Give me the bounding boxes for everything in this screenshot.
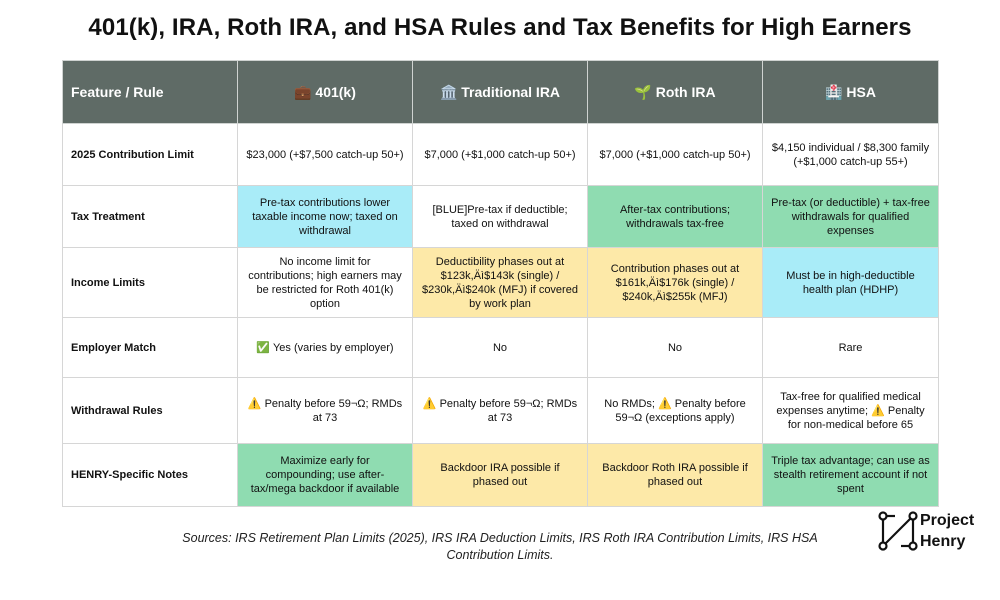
- table-cell: $7,000 (+$1,000 catch-up 50+): [412, 123, 588, 186]
- table-row: Income Limits No income limit for contrib…: [62, 247, 939, 318]
- logo-text: Project Henry: [920, 510, 974, 552]
- column-header: 🏥 HSA: [762, 60, 939, 124]
- table-cell: $7,000 (+$1,000 catch-up 50+): [587, 123, 763, 186]
- table-cell: ⚠️ Penalty before 59¬Ω; RMDs at 73: [412, 377, 588, 444]
- sources: Sources: IRS Retirement Plan Limits (202…: [182, 531, 818, 562]
- row-header: Tax Treatment: [62, 185, 238, 248]
- table-cell: No: [587, 317, 763, 378]
- table-cell: ✅ Yes (varies by employer): [237, 317, 413, 378]
- column-header: 💼 401(k): [237, 60, 413, 124]
- logo-icon: [878, 511, 918, 551]
- table-row: 2025 Contribution Limit $23,000 (+$7,500 …: [62, 123, 939, 186]
- row-header: Income Limits: [62, 247, 238, 318]
- header-row: Feature / Rule 💼 401(k) 🏛️ Traditional IRA…: [62, 60, 939, 124]
- table-cell: Rare: [762, 317, 939, 378]
- table-row: HENRY-Specific Notes Maximize early for c…: [62, 443, 939, 507]
- table-cell: Backdoor IRA possible if phased out: [412, 443, 588, 507]
- table-cell: Must be in high-deductible health plan (…: [762, 247, 939, 318]
- column-header: Feature / Rule: [62, 60, 238, 124]
- table-cell: ⚠️ Penalty before 59¬Ω; RMDs at 73: [237, 377, 413, 444]
- table-cell: Maximize early for compounding; use afte…: [237, 443, 413, 507]
- table-cell: Deductibility phases out at $123k,Äì$143…: [412, 247, 588, 318]
- column-header: 🌱 Roth IRA: [587, 60, 763, 124]
- table-cell: No: [412, 317, 588, 378]
- row-header: Employer Match: [62, 317, 238, 378]
- table-cell: Backdoor Roth IRA possible if phased out: [587, 443, 763, 507]
- table-cell: Tax-free for qualified medical expenses …: [762, 377, 939, 444]
- comparison-table: Feature / Rule 💼 401(k) 🏛️ Traditional IRA…: [62, 60, 939, 507]
- row-header: 2025 Contribution Limit: [62, 123, 238, 186]
- row-header: Withdrawal Rules: [62, 377, 238, 444]
- table-row: Tax Treatment Pre-tax contributions lower…: [62, 185, 939, 248]
- table-cell: After-tax contributions; withdrawals tax…: [587, 185, 763, 248]
- table-row: Employer Match ✅ Yes (varies by employer)…: [62, 317, 939, 378]
- row-header: HENRY-Specific Notes: [62, 443, 238, 507]
- table-cell: Pre-tax (or deductible) + tax-free withd…: [762, 185, 939, 248]
- table-cell: $23,000 (+$7,500 catch-up 50+): [237, 123, 413, 186]
- table-cell: No income limit for contributions; high …: [237, 247, 413, 318]
- table-row: Withdrawal Rules ⚠️ Penalty before 59¬Ω; …: [62, 377, 939, 444]
- table-cell: [BLUE]Pre-tax if deductible; taxed on wi…: [412, 185, 588, 248]
- table-cell: Contribution phases out at $161k,Äì$176k…: [587, 247, 763, 318]
- column-header: 🏛️ Traditional IRA: [412, 60, 588, 124]
- logo-line: Henry: [920, 533, 966, 550]
- table-cell: Pre-tax contributions lower taxable inco…: [237, 185, 413, 248]
- logo-line: Project: [920, 512, 975, 529]
- title: 401(k), IRA, Roth IRA, and HSA Rules and…: [88, 14, 912, 41]
- table-cell: No RMDs; ⚠️ Penalty before 59¬Ω (excepti…: [587, 377, 763, 444]
- table-cell: Triple tax advantage; can use as stealth…: [762, 443, 939, 507]
- table-cell: $4,150 individual / $8,300 family (+$1,0…: [762, 123, 939, 186]
